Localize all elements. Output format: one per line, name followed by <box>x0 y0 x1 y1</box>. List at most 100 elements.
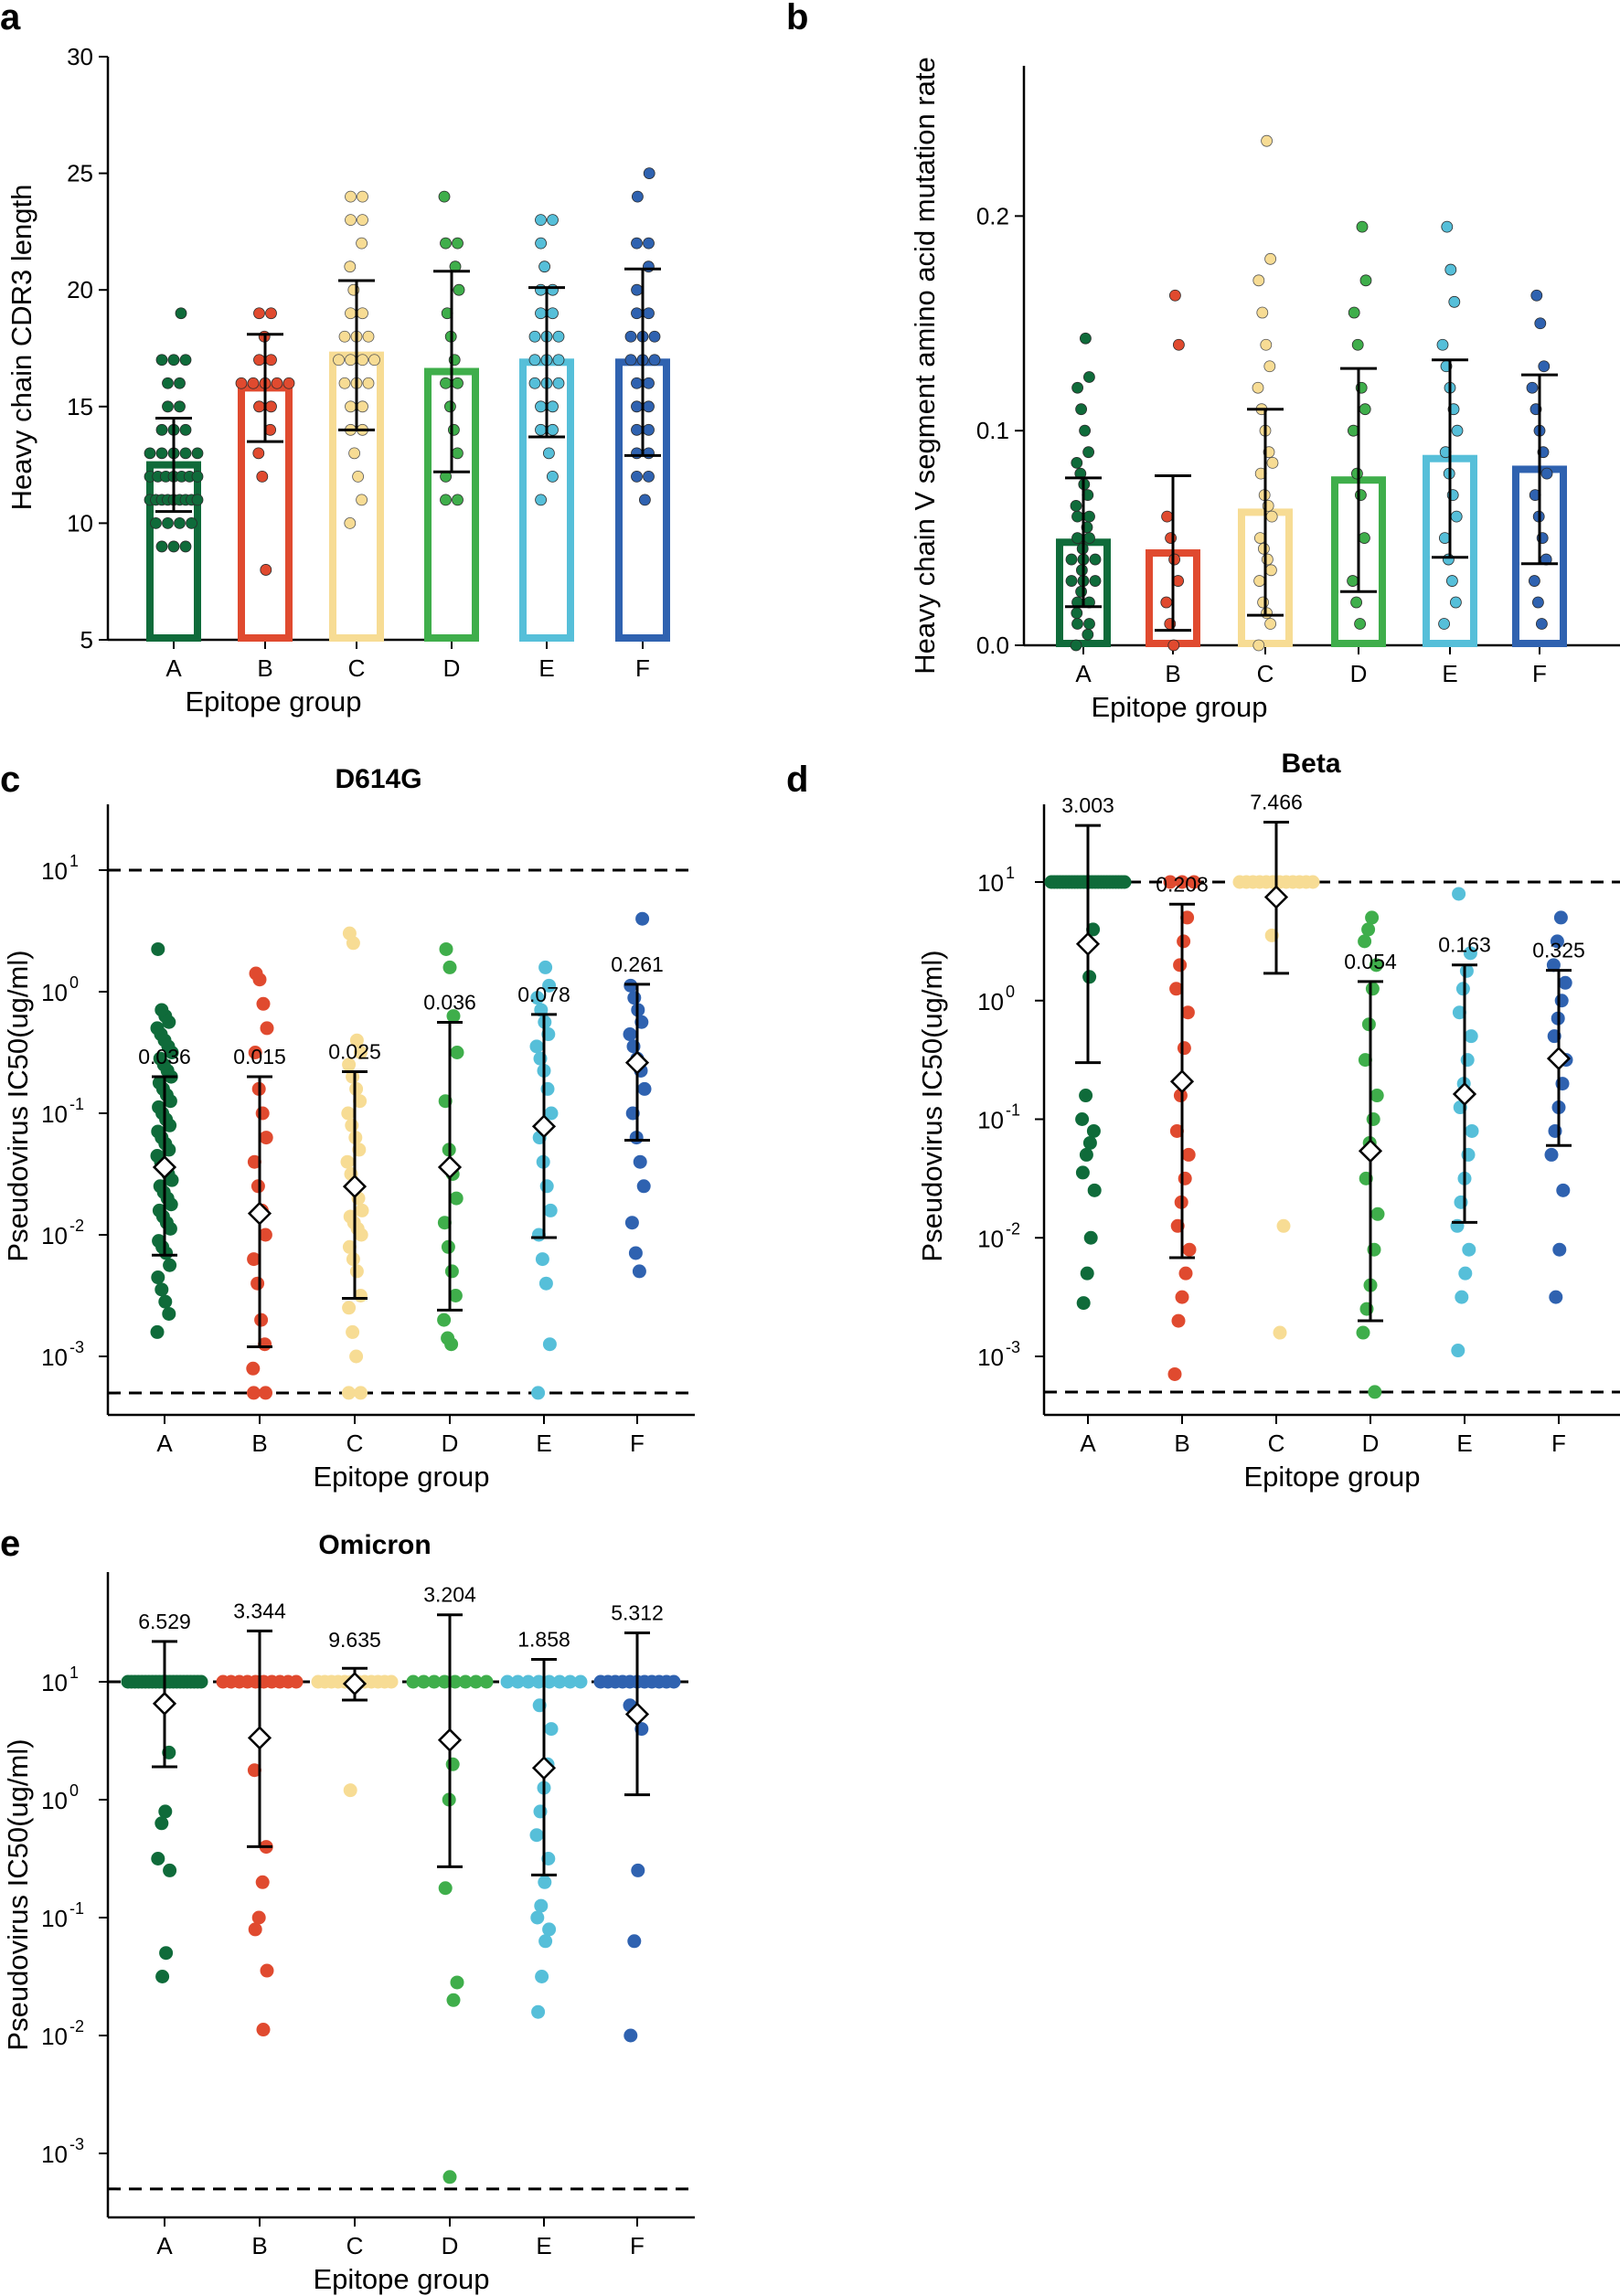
data-point-E <box>1450 596 1462 609</box>
data-point-D <box>1361 1017 1376 1032</box>
x-tick-label-A: A <box>156 1430 173 1457</box>
data-point-C <box>346 1324 360 1339</box>
data-point-A <box>1065 553 1078 566</box>
y-axis-title: Pseudovirus IC50(ug/ml) <box>2 1738 34 2050</box>
data-point-D <box>479 1674 494 1689</box>
data-point-A <box>1117 875 1132 889</box>
y-tick-label: 0.1 <box>976 417 1009 444</box>
data-point-C <box>356 494 368 506</box>
panel-letter-d: d <box>786 760 808 800</box>
data-point-E <box>535 494 547 506</box>
data-point-A <box>1075 1165 1090 1180</box>
data-point-E <box>1441 220 1454 233</box>
data-point-C <box>1263 360 1276 373</box>
data-point-D <box>1350 596 1362 609</box>
y-tick-label: 10 <box>41 1787 68 1814</box>
data-point-A <box>1086 922 1101 937</box>
data-point-C <box>357 354 368 367</box>
data-point-F <box>631 470 643 483</box>
y-tick-exponent: -2 <box>69 2017 84 2036</box>
data-point-A <box>155 1003 169 1017</box>
data-point-C <box>1252 381 1264 394</box>
data-point-F <box>624 1216 639 1230</box>
data-point-E <box>529 1828 544 1843</box>
y-tick-exponent: -3 <box>1006 1338 1020 1356</box>
y-tick-label: 0.0 <box>976 632 1009 659</box>
data-point-A <box>151 1124 165 1139</box>
y-tick-label: 10 <box>977 1344 1004 1371</box>
data-point-F <box>623 2028 638 2043</box>
data-point-E <box>1443 553 1455 566</box>
data-point-A <box>174 400 186 413</box>
geomean-marker-F <box>624 1050 650 1075</box>
data-point-B <box>248 1046 262 1059</box>
data-point-F <box>1549 1290 1563 1304</box>
data-point-A <box>152 1100 166 1114</box>
data-point-C <box>1257 596 1269 609</box>
data-point-D <box>440 237 452 250</box>
data-point-A <box>150 1324 165 1339</box>
data-point-B <box>1169 289 1181 302</box>
geomean-marker-A <box>152 1154 177 1180</box>
data-point-B <box>1182 1242 1197 1257</box>
data-point-C <box>1265 564 1277 577</box>
data-point-A <box>1071 457 1083 469</box>
data-point-D <box>443 400 456 413</box>
data-point-C <box>349 1349 364 1364</box>
data-point-E <box>528 377 541 389</box>
data-point-D <box>406 1674 421 1689</box>
data-point-A <box>162 1306 176 1321</box>
data-point-B <box>1165 532 1177 544</box>
geomean-label-B: 0.208 <box>1156 872 1209 896</box>
data-point-D <box>1351 467 1363 480</box>
data-point-E <box>1455 982 1470 996</box>
data-point-E <box>1444 263 1457 276</box>
data-point-A <box>179 447 192 460</box>
x-tick-label-C: C <box>1257 660 1274 687</box>
x-tick-label-A: A <box>1075 660 1092 687</box>
data-point-C <box>342 1058 357 1072</box>
data-point-D <box>448 1674 463 1689</box>
y-tick-exponent: 0 <box>69 1781 79 1800</box>
data-point-A <box>1089 575 1102 587</box>
data-point-A <box>1070 639 1082 652</box>
data-point-F <box>1532 596 1544 609</box>
data-point-D <box>451 447 464 460</box>
y-axis-title: Heavy chain V segment amino acid mutatio… <box>909 57 941 674</box>
data-point-A <box>179 540 192 553</box>
data-point-A <box>162 377 174 389</box>
data-point-B <box>289 1674 304 1689</box>
data-point-E <box>542 978 557 993</box>
geomean-marker-E <box>531 1756 557 1780</box>
geomean-label-F: 0.261 <box>611 952 664 976</box>
data-point-C <box>345 190 357 203</box>
data-point-D <box>440 377 452 389</box>
data-point-B <box>256 2023 271 2037</box>
y-tick-label: 10 <box>41 1344 68 1371</box>
data-point-D <box>469 1674 484 1689</box>
data-point-B <box>260 1021 274 1036</box>
data-point-D <box>441 1239 455 1254</box>
data-point-E <box>552 1674 567 1689</box>
data-point-A <box>1071 381 1083 394</box>
x-tick-label-F: F <box>630 2232 645 2259</box>
x-tick-label-F: F <box>630 1430 645 1457</box>
data-point-E <box>1450 510 1463 523</box>
data-point-B <box>1187 875 1201 889</box>
x-tick-label-E: E <box>1456 1430 1472 1457</box>
data-point-B <box>253 400 265 413</box>
y-tick-exponent: -1 <box>69 1899 84 1918</box>
x-tick-label-D: D <box>1350 660 1368 687</box>
data-point-F <box>635 911 650 926</box>
data-point-C <box>1266 457 1279 469</box>
data-point-B <box>1167 639 1180 652</box>
data-point-F <box>631 307 643 320</box>
data-point-B <box>1168 553 1180 566</box>
data-point-E <box>1451 1344 1465 1358</box>
data-point-F <box>1558 975 1572 990</box>
data-point-D <box>437 1674 452 1689</box>
data-point-F <box>648 354 661 367</box>
y-tick-exponent: -3 <box>69 1338 84 1356</box>
data-point-B <box>256 470 269 483</box>
